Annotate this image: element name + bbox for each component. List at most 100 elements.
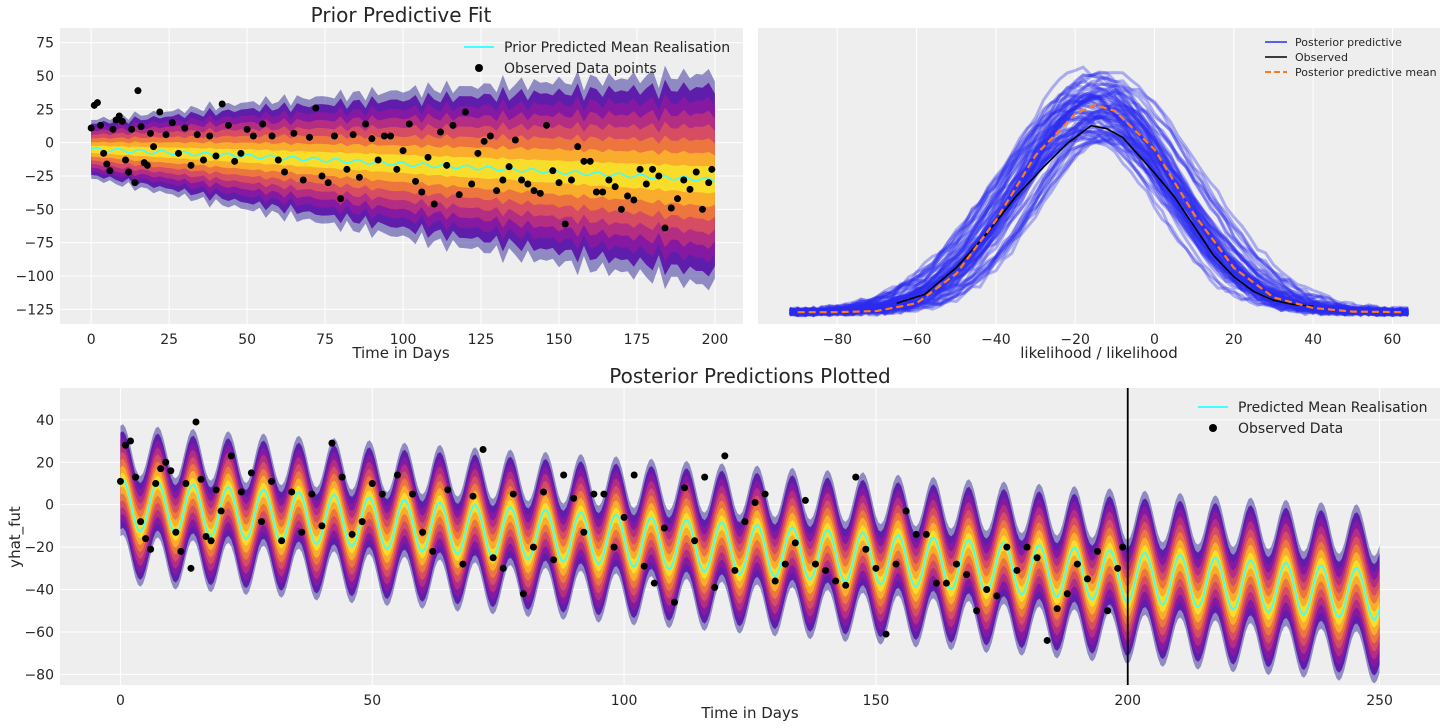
posterior-observed-point [942, 579, 950, 587]
posterior-observed-point [167, 467, 175, 475]
posterior-observed-point [459, 560, 467, 568]
prior-observed-point [231, 157, 239, 165]
prior-observed-point [349, 131, 357, 139]
posterior-observed-point [212, 486, 220, 494]
prior-observed-point [412, 177, 420, 185]
prior-legend-obs-swatch [475, 64, 483, 72]
prior-observed-point [443, 161, 451, 169]
prior-observed-point [524, 180, 532, 188]
posterior-ytick-label: −80 [24, 667, 54, 683]
posterior-ytick-label: −20 [24, 540, 54, 556]
prior-observed-point [661, 224, 669, 232]
prior-observed-point [97, 121, 105, 129]
prior-observed-point [93, 99, 101, 107]
prior-observed-point [555, 179, 563, 187]
prior-observed-point [146, 129, 154, 137]
ppc-legend-obs-label: Observed [1295, 51, 1348, 64]
posterior-observed-point [791, 539, 799, 547]
posterior-observed-point [691, 537, 699, 545]
prior-observed-point [249, 132, 257, 140]
posterior-ytick-label: 20 [36, 455, 54, 471]
prior-observed-point [574, 143, 582, 151]
posterior-observed-point [409, 490, 417, 498]
posterior-observed-point [620, 513, 628, 521]
posterior-xtick-label: 250 [1366, 693, 1393, 709]
ppc-draw-curve [789, 99, 1409, 317]
prior-mean-path [90, 146, 716, 183]
prior-xlabel: Time in Days [351, 344, 450, 362]
posterior-ylabel: yhat_fut [6, 506, 25, 568]
ppc-draw-curve [788, 110, 1409, 317]
posterior-observed-point [650, 579, 658, 587]
prior-observed-point [505, 163, 513, 171]
posterior-observed-point [832, 577, 840, 585]
ppc-draw-curve [789, 112, 1409, 316]
prior-observed-point [106, 167, 114, 175]
ppc-legend-pp-label: Posterior predictive [1295, 36, 1402, 49]
ppc-draw-curve [789, 95, 1409, 316]
ppc-draw-curve [789, 111, 1409, 317]
prior-observed-point [655, 172, 663, 180]
ppc-xtick-label: −40 [981, 332, 1011, 348]
posterior-observed-point [550, 556, 558, 564]
prior-ytick-label: 0 [45, 136, 54, 152]
posterior-observed-point [202, 533, 210, 540]
prior-observed-point [480, 137, 488, 145]
prior-observed-point [343, 165, 351, 173]
posterior-observed-point [822, 566, 830, 574]
prior-observed-point [430, 200, 438, 208]
ppc-tick-labels: −80 −60 −40 −20 0 20 40 60 [823, 332, 1402, 348]
ppc-xtick-label: 40 [1304, 332, 1322, 348]
ppc-draw-curve [789, 95, 1410, 318]
prior-observed-point [243, 125, 251, 133]
ppc-lines [797, 103, 1405, 314]
prior-observed-point [399, 147, 407, 155]
ppc-draw-curve [789, 95, 1410, 317]
prior-observed-point [705, 179, 713, 187]
posterior-observed-point [872, 564, 880, 572]
prior-mean-line [90, 146, 716, 183]
posterior-xtick-label: 100 [611, 693, 638, 709]
posterior-observed-point [630, 471, 638, 479]
ppc-draw-curve [788, 109, 1409, 317]
ppc-legend: Posterior predictive Observed Posterior … [1265, 36, 1437, 79]
ppc-draw-curve [789, 126, 1409, 316]
posterior-observed-point [257, 518, 265, 526]
posterior-xtick-label: 50 [363, 693, 381, 709]
prior-observed-point [674, 195, 682, 203]
prior-ytick-label: −100 [16, 269, 54, 285]
prior-xtick-label: 50 [238, 332, 256, 348]
prior-ytick-label: 50 [36, 69, 54, 85]
posterior-observed-point [751, 499, 759, 507]
posterior-observed-point [177, 547, 185, 555]
posterior-observed-point [142, 535, 150, 543]
posterior-observed-point [590, 490, 598, 498]
prior-xtick-label: 0 [87, 332, 96, 348]
prior-observed-point [125, 168, 133, 176]
prior-xtick-label: 125 [468, 332, 495, 348]
ppc-draw-curve [788, 115, 1409, 318]
posterior-observed-point [127, 437, 135, 445]
ppc-draw-curve [788, 82, 1409, 316]
prior-observed-point [87, 124, 95, 132]
prior-panel: 0 25 50 75 100 125 150 175 200 75 50 25 0 −25 −50 −75 −1… [16, 3, 743, 362]
ppc-draw-curve [788, 130, 1410, 317]
prior-observed-point [499, 176, 507, 184]
prior-observed-point [206, 132, 214, 140]
prior-observed-point [290, 129, 298, 137]
prior-observed-point [355, 173, 363, 181]
ppc-draw-curve [789, 89, 1409, 317]
prior-ytick-label: 75 [36, 36, 54, 52]
posterior-observed-point [842, 581, 850, 589]
prior-observed-point [199, 156, 207, 164]
ppc-draw-curve [789, 113, 1409, 318]
ppc-draw-curve [789, 95, 1409, 317]
posterior-xtick-label: 0 [116, 693, 125, 709]
posterior-observed-point [529, 543, 537, 551]
prior-observed-point [617, 205, 625, 213]
prior-observed-point [103, 160, 111, 168]
prior-observed-point [549, 167, 557, 175]
prior-observed-point [100, 149, 108, 157]
